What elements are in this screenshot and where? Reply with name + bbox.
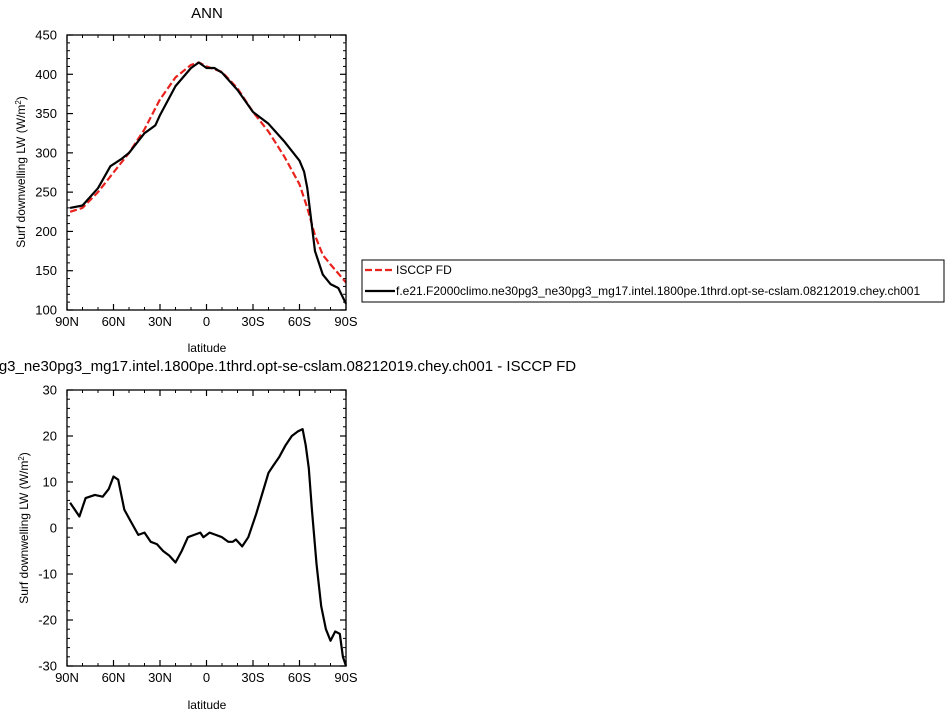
series-group — [69, 428, 348, 667]
y-tick-label: 200 — [35, 224, 57, 239]
y-tick-label: -20 — [38, 613, 57, 628]
x-tick-label: 30N — [148, 670, 172, 685]
y-tick-label: -30 — [38, 659, 57, 674]
y-tick-label: -10 — [38, 567, 57, 582]
y-tick-label: 30 — [43, 383, 57, 398]
x-tick-label: 90N — [55, 314, 79, 329]
panel-annual-mean: ANN Surf downwelling LW (W/m2) latitude … — [14, 5, 945, 355]
y-tick-label: 400 — [35, 67, 57, 82]
y-axis-title-superscript: 2 — [17, 456, 26, 461]
x-tick-label: 90S — [334, 670, 357, 685]
y-axis-title-text: Surf downwelling LW (W/m — [17, 461, 31, 604]
y-axis-title: Surf downwelling LW (W/m2) — [17, 452, 32, 604]
series-line-1 — [69, 428, 348, 667]
axis-ticks: 90N 60N 30N 0 30S 60S 90S 100 150 200 250 300 350 400… — [35, 28, 358, 330]
panel-title: ANN — [191, 5, 223, 22]
x-tick-label: 60N — [102, 314, 126, 329]
y-axis-title-superscript: 2 — [14, 100, 23, 105]
legend: ISCCP FD f.e21.F2000climo.ne30pg3_ne30pg… — [361, 259, 945, 303]
x-tick-label: 30S — [241, 670, 264, 685]
y-tick-label: 100 — [35, 303, 57, 318]
y-tick-label: 300 — [35, 145, 57, 160]
y-axis-title-end: ) — [17, 452, 31, 456]
panel-title: f.e21.F2000climo.ne30pg3_ne30pg3_mg17.in… — [0, 358, 576, 375]
y-tick-label: 20 — [43, 429, 57, 444]
x-tick-label: 90S — [334, 314, 357, 329]
svg-text:Surf downwelling LW (W/m2): Surf downwelling LW (W/m2) — [14, 96, 29, 248]
x-tick-label: 60N — [102, 670, 126, 685]
y-axis-title: Surf downwelling LW (W/m2) — [14, 96, 29, 248]
x-tick-label: 60S — [288, 670, 311, 685]
panel-difference: f.e21.F2000climo.ne30pg3_ne30pg3_mg17.in… — [0, 358, 576, 712]
series-group — [69, 61, 347, 305]
y-tick-label: 0 — [50, 521, 57, 536]
y-axis-title-text: Surf downwelling LW (W/m — [14, 105, 28, 248]
y-tick-label: 450 — [35, 28, 57, 43]
series-line-2 — [69, 61, 347, 305]
x-tick-label: 90N — [55, 670, 79, 685]
legend-label-isccp: ISCCP FD — [396, 263, 452, 277]
legend-box — [361, 259, 945, 303]
y-tick-label: 350 — [35, 106, 57, 121]
svg-text:Surf downwelling LW (W/m2): Surf downwelling LW (W/m2) — [17, 452, 32, 604]
x-tick-label: 60S — [288, 314, 311, 329]
legend-label-model: f.e21.F2000climo.ne30pg3_ne30pg3_mg17.in… — [396, 284, 920, 298]
x-tick-label: 30S — [241, 314, 264, 329]
y-tick-label: 10 — [43, 475, 57, 490]
y-tick-label: 150 — [35, 263, 57, 278]
x-tick-label: 30N — [148, 314, 172, 329]
x-axis-title: latitude — [188, 341, 227, 355]
plot-frame — [66, 34, 347, 311]
x-tick-label: 0 — [203, 670, 210, 685]
x-tick-label: 0 — [203, 314, 210, 329]
x-axis-title: latitude — [188, 698, 227, 712]
y-tick-label: 250 — [35, 185, 57, 200]
plot-frame — [66, 389, 347, 667]
y-axis-title-end: ) — [14, 96, 28, 100]
